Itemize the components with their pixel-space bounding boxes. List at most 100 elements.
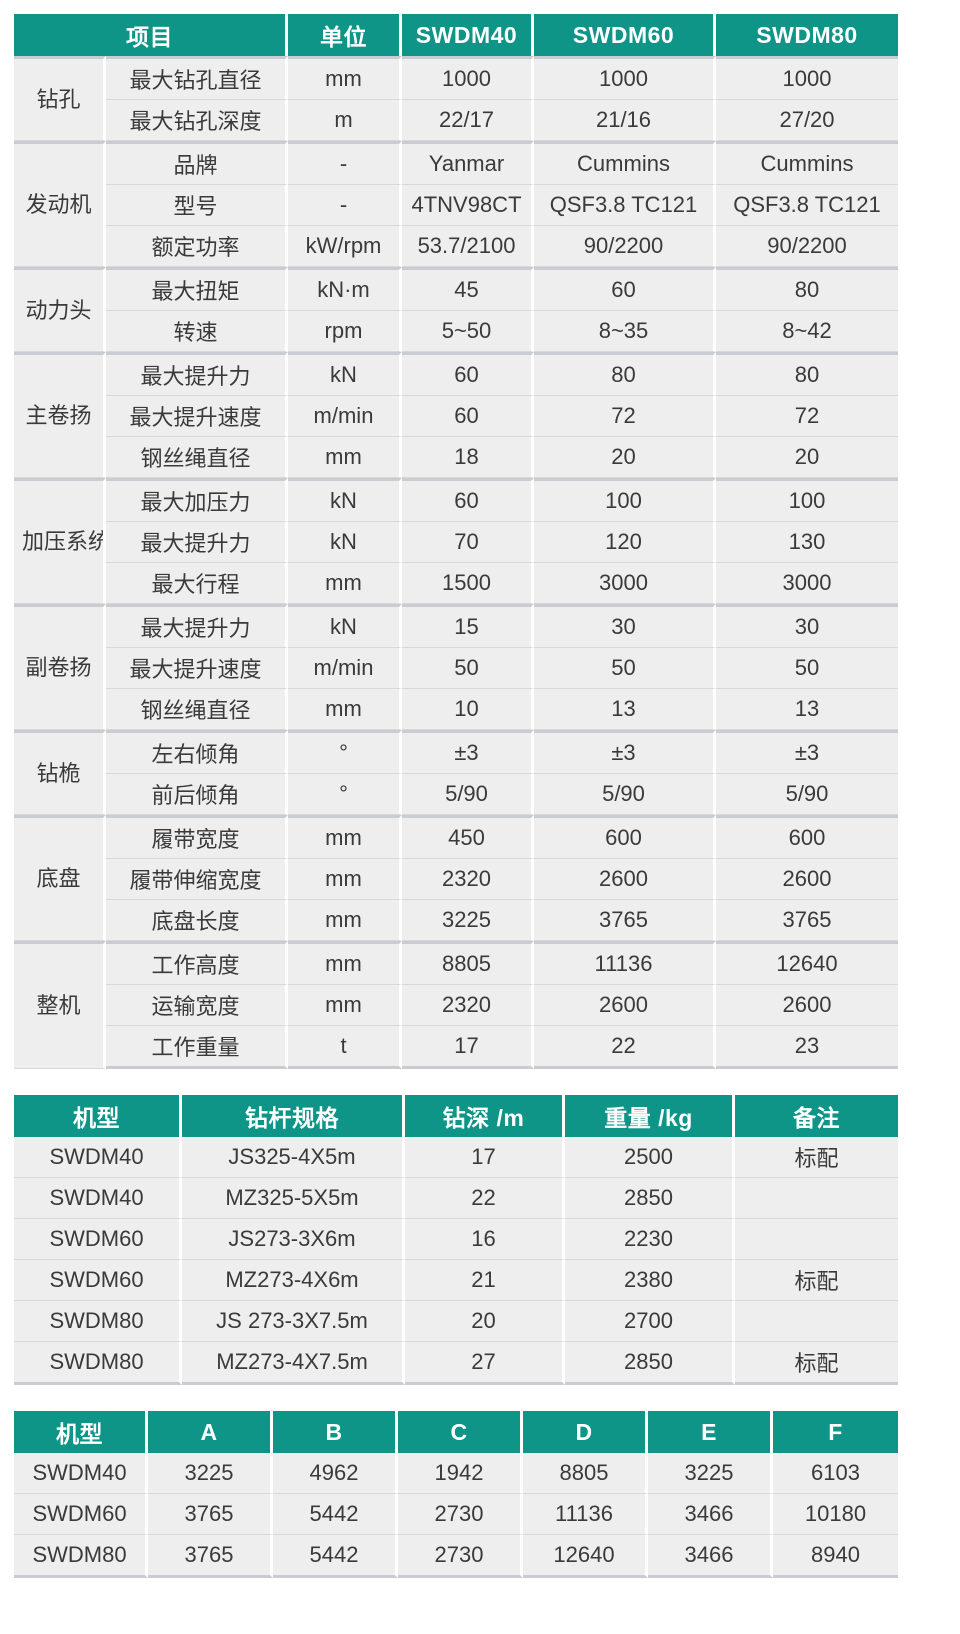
row-swdm40: 45 — [402, 267, 534, 311]
row-swdm80: 3765 — [716, 900, 898, 941]
row-swdm80: 20 — [716, 437, 898, 478]
row-swdm80: 80 — [716, 352, 898, 396]
header-row: 机型 钻杆规格 钻深 /m 重量 /kg 备注 — [14, 1095, 898, 1137]
page-bottom-spacer — [14, 1578, 946, 1622]
header-swdm40: SWDM40 — [402, 14, 534, 56]
row-item: 最大加压力 — [106, 478, 288, 522]
row-item: 品牌 — [106, 141, 288, 185]
row-unit: mm — [288, 985, 402, 1026]
row-swdm80: 80 — [716, 267, 898, 311]
table-row: 副卷扬 最大提升力 kN 15 30 30 — [14, 604, 898, 730]
row-swdm80: 3000 — [716, 563, 898, 604]
row-f: 10180 — [773, 1494, 898, 1535]
row-unit: kN — [288, 604, 402, 648]
table-row: 钢丝绳直径 mm 10 13 13 — [14, 689, 898, 730]
row-d: 11136 — [523, 1494, 648, 1535]
row-swdm80: 2600 — [716, 985, 898, 1026]
row-swdm60: ±3 — [534, 730, 716, 774]
row-swdm40: 70 — [402, 522, 534, 563]
row-category: 主卷扬 — [14, 352, 106, 478]
row-unit: kN — [288, 522, 402, 563]
row-item: 额定功率 — [106, 226, 288, 267]
row-c: 2730 — [398, 1494, 523, 1535]
table-row: SWDM60 3765 5442 2730 11136 3466 10180 — [14, 1494, 898, 1535]
row-swdm40: 4TNV98CT — [402, 185, 534, 226]
row-item: 履带伸缩宽度 — [106, 859, 288, 900]
row-swdm60: 11136 — [534, 941, 716, 985]
row-swdm60: 60 — [534, 267, 716, 311]
table-row: 加压系统 最大加压力 kN 60 100 100 — [14, 478, 898, 604]
row-category: 副卷扬 — [14, 604, 106, 730]
row-swdm60: 2600 — [534, 985, 716, 1026]
row-swdm60: Cummins — [534, 141, 716, 185]
row-swdm60: 72 — [534, 396, 716, 437]
row-unit: mm — [288, 689, 402, 730]
row-swdm80: 600 — [716, 815, 898, 859]
row-swdm40: 15 — [402, 604, 534, 648]
row-item: 钢丝绳直径 — [106, 689, 288, 730]
row-swdm40: 53.7/2100 — [402, 226, 534, 267]
row-spec: JS325-4X5m — [182, 1137, 405, 1178]
row-item: 运输宽度 — [106, 985, 288, 1026]
row-swdm40: 450 — [402, 815, 534, 859]
row-item: 最大扭矩 — [106, 267, 288, 311]
table-row: 额定功率 kW/rpm 53.7/2100 90/2200 90/2200 — [14, 226, 898, 267]
row-f: 8940 — [773, 1535, 898, 1578]
row-swdm60: 20 — [534, 437, 716, 478]
row-item: 最大提升力 — [106, 522, 288, 563]
row-unit: rpm — [288, 311, 402, 352]
row-weight: 2700 — [565, 1301, 735, 1342]
table-gap — [14, 1385, 946, 1411]
row-swdm40: 2320 — [402, 985, 534, 1026]
row-item: 左右倾角 — [106, 730, 288, 774]
table-row: 最大行程 mm 1500 3000 3000 — [14, 563, 898, 604]
row-weight: 2230 — [565, 1219, 735, 1260]
header-a: A — [148, 1411, 273, 1453]
row-swdm60: 90/2200 — [534, 226, 716, 267]
table-row: 主卷扬 最大提升力 kN 60 80 80 — [14, 352, 898, 478]
drilling-rig-specification-table: 项目 单位 SWDM40 SWDM60 SWDM80 钻孔 最大钻孔直径 mm … — [14, 14, 898, 1069]
row-swdm80: 5/90 — [716, 774, 898, 815]
row-unit: mm — [288, 815, 402, 859]
row-swdm40: 5/90 — [402, 774, 534, 815]
row-unit: t — [288, 1026, 402, 1069]
row-swdm40: 1500 — [402, 563, 534, 604]
table-row: SWDM40 3225 4962 1942 8805 3225 6103 — [14, 1453, 898, 1494]
row-swdm60: 80 — [534, 352, 716, 396]
row-unit: m/min — [288, 648, 402, 689]
table-row: 型号 - 4TNV98CT QSF3.8 TC121 QSF3.8 TC121 — [14, 185, 898, 226]
header-c: C — [398, 1411, 523, 1453]
row-swdm60: 1000 — [534, 56, 716, 100]
row-depth: 22 — [405, 1178, 565, 1219]
table-row: 最大提升速度 m/min 60 72 72 — [14, 396, 898, 437]
row-unit: - — [288, 141, 402, 185]
row-note: 标配 — [735, 1260, 898, 1301]
table-row: 最大钻孔深度 m 22/17 21/16 27/20 — [14, 100, 898, 141]
row-swdm40: 50 — [402, 648, 534, 689]
row-item: 最大钻孔深度 — [106, 100, 288, 141]
row-item: 最大行程 — [106, 563, 288, 604]
overall-dimension-table: 机型 A B C D E F SWDM40 3225 4962 1942 880… — [14, 1411, 898, 1578]
table-row: 最大提升速度 m/min 50 50 50 — [14, 648, 898, 689]
table-row: 钻桅 左右倾角 ° ±3 ±3 ±3 — [14, 730, 898, 815]
row-swdm40: 10 — [402, 689, 534, 730]
row-depth: 21 — [405, 1260, 565, 1301]
row-note — [735, 1301, 898, 1342]
row-unit: mm — [288, 859, 402, 900]
table-row: 钢丝绳直径 mm 18 20 20 — [14, 437, 898, 478]
header-weight: 重量 /kg — [565, 1095, 735, 1137]
row-depth: 20 — [405, 1301, 565, 1342]
row-model: SWDM80 — [14, 1535, 148, 1578]
row-category: 钻桅 — [14, 730, 106, 815]
row-item: 工作高度 — [106, 941, 288, 985]
row-spec: JS 273-3X7.5m — [182, 1301, 405, 1342]
row-swdm80: 100 — [716, 478, 898, 522]
row-unit: mm — [288, 900, 402, 941]
row-model: SWDM60 — [14, 1494, 148, 1535]
row-swdm80: 1000 — [716, 56, 898, 100]
row-swdm80: 50 — [716, 648, 898, 689]
row-category: 加压系统 — [14, 478, 106, 604]
row-unit: m — [288, 100, 402, 141]
table-row: 发动机 品牌 - Yanmar Cummins Cummins — [14, 141, 898, 267]
